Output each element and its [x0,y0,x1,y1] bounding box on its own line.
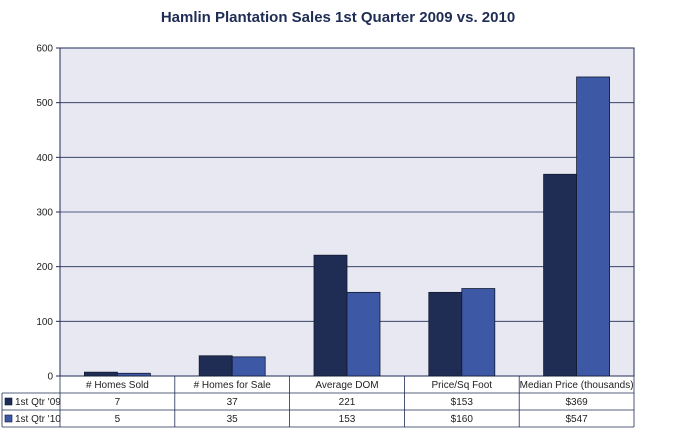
legend-swatch [4,397,13,406]
legend-swatch [4,414,13,423]
y-tick-label: 200 [36,262,53,273]
y-tick-label: 400 [36,153,53,164]
table-value: $160 [451,414,474,425]
x-category-label: # Homes for Sale [194,380,272,391]
bar [576,76,610,377]
data-table: # Homes Sold # Homes for Sale Average DOM P… [1,376,635,428]
y-tick-label: 0 [47,372,53,383]
table-value: $153 [451,397,474,408]
bar [231,356,266,377]
bar [198,355,233,377]
y-tick-label: 300 [36,208,53,219]
x-category-label: Median Price (thousands) [520,380,634,391]
y-tick-label: 600 [36,44,53,55]
bar [428,291,463,377]
table-value: 153 [339,414,356,425]
bar [461,288,496,377]
bar [313,254,348,377]
x-category-label: Price/Sq Foot [432,380,493,391]
bar [543,173,577,377]
bars [84,76,610,377]
legend-label: 1st Qtr '10 [15,414,61,425]
bar [84,371,118,377]
chart-title: Hamlin Plantation Sales 1st Quarter 2009… [161,9,515,26]
y-tick-label: 500 [36,98,53,109]
table-value: 5 [115,414,121,425]
table-value: 221 [339,397,356,408]
legend-label: 1st Qtr '09 [15,397,61,408]
y-tick-label: 100 [36,317,53,328]
table-value: 37 [227,397,239,408]
x-category-label: # Homes Sold [86,380,149,391]
table-value: $369 [565,397,588,408]
x-category-label: Average DOM [315,380,378,391]
y-axis-ticks: 0 100 200 300 400 500 600 [36,44,60,383]
table-value: 7 [115,397,121,408]
bar [117,372,151,377]
table-value: 35 [227,414,239,425]
bar [346,291,381,377]
table-value: $547 [565,414,588,425]
